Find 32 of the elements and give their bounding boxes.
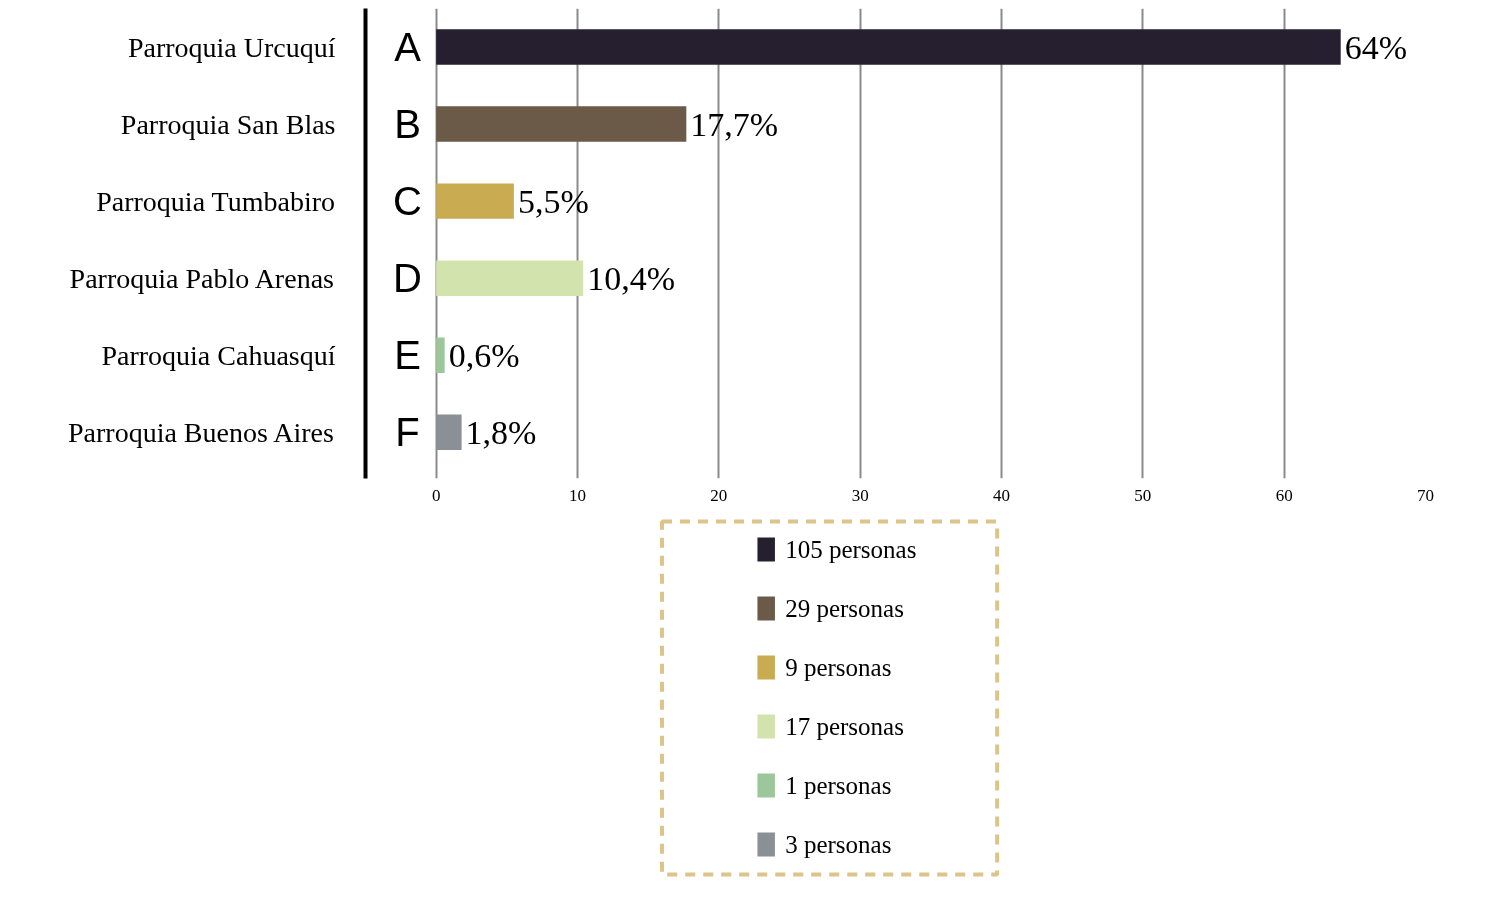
annotation: F [395, 410, 420, 455]
x-tick-label: 70 [1417, 485, 1434, 505]
x-tick-label: 30 [851, 485, 869, 505]
x-tick-label: 20 [710, 485, 728, 505]
annotation: E [394, 333, 421, 378]
legend-label: 105 personas [785, 536, 917, 563]
x-tick-label: 50 [1134, 485, 1152, 505]
legend-label: 3 personas [785, 831, 892, 858]
data-label: 0,6% [448, 336, 520, 374]
legend-label: 17 personas [785, 713, 904, 740]
legend-label: 1 personas [785, 772, 892, 799]
x-tick-label: 40 [993, 485, 1010, 505]
data-label: 1,8% [465, 413, 537, 451]
data-label: 10,4% [587, 259, 675, 297]
annotation: D [393, 256, 422, 301]
x-tick-label: 60 [1275, 485, 1293, 505]
legend-label: 29 personas [785, 595, 904, 622]
y-tick-label: Parroquia Pablo Arenas [69, 262, 334, 294]
legend-label: 9 personas [785, 654, 892, 681]
data-label: 17,7% [690, 105, 779, 143]
y-tick-label: Parroquia Buenos Aires [68, 416, 334, 448]
y-tick-label: Parroquia Tumbabiro [96, 185, 335, 217]
data-label: 64% [1344, 28, 1408, 66]
x-tick-label: 0 [431, 485, 441, 505]
y-tick-label: Parroquia Urcuquí [127, 31, 336, 63]
data-label: 5,5% [517, 182, 589, 220]
y-tick-label: Parroquia Cahuasquí [101, 339, 336, 371]
annotation: B [394, 102, 421, 147]
annotation: C [393, 179, 422, 224]
y-tick-label: Parroquia San Blas [120, 108, 336, 140]
x-tick-label: 10 [569, 485, 586, 505]
annotation: A [394, 25, 422, 70]
